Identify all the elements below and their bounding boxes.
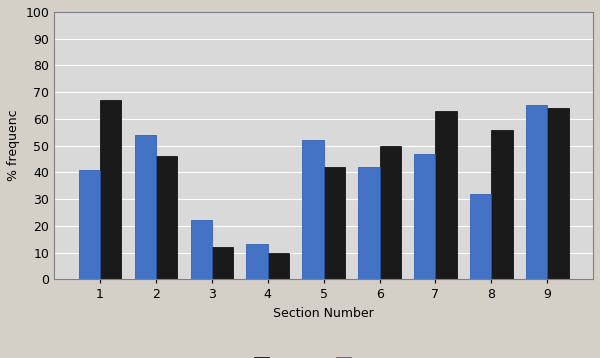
- Bar: [212, 247, 233, 279]
- Bar: [358, 167, 380, 279]
- Bar: [247, 245, 268, 279]
- Bar: [134, 135, 156, 279]
- Bar: [547, 108, 569, 279]
- Bar: [100, 100, 121, 279]
- Bar: [491, 130, 512, 279]
- Bar: [436, 111, 457, 279]
- Bar: [323, 167, 345, 279]
- Bar: [414, 154, 436, 279]
- Bar: [79, 170, 100, 279]
- Bar: [268, 252, 289, 279]
- Legend: 2000, 2001: 2000, 2001: [250, 352, 398, 358]
- Y-axis label: % frequenc: % frequenc: [7, 110, 20, 182]
- Bar: [191, 221, 212, 279]
- Bar: [470, 194, 491, 279]
- Bar: [380, 146, 401, 279]
- Bar: [156, 156, 177, 279]
- Bar: [526, 106, 547, 279]
- Bar: [302, 140, 323, 279]
- X-axis label: Section Number: Section Number: [273, 307, 374, 320]
